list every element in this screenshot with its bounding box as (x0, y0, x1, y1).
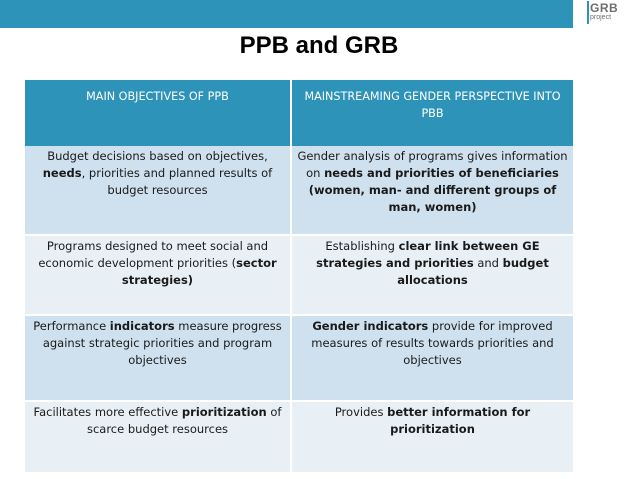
text-run: of scarce budget resources (86, 405, 282, 436)
text-run: Programs designed to meet social and eco… (38, 239, 269, 270)
table-cell: Provides better information for prioriti… (291, 401, 573, 474)
comparison-table: MAIN OBJECTIVES OF PPB MAINSTREAMING GEN… (25, 80, 573, 474)
table-row: Facilitates more effective prioritizatio… (25, 401, 573, 474)
table-cell: Performance indicators measure progress … (25, 315, 292, 402)
bold-text: prioritization (181, 405, 267, 419)
text-run: Budget decisions based on objectives, (47, 149, 268, 163)
text-run: provide for improved measures of results… (311, 319, 554, 367)
grb-project-logo: GRB project (585, 1, 625, 25)
bold-text: budget allocations (397, 256, 549, 287)
bold-text: needs (42, 166, 82, 180)
table-cell: Gender analysis of programs gives inform… (291, 146, 573, 236)
bold-text: Gender indicators (312, 319, 429, 333)
logo-subtext: project (590, 14, 612, 21)
column-header-gender: MAINSTREAMING GENDER PERSPECTIVE INTO PB… (291, 80, 573, 146)
table-cell: Budget decisions based on objectives, ne… (25, 146, 292, 236)
page-title: PPB and GRB (239, 32, 399, 59)
text-run: Provides (334, 405, 388, 419)
bold-text: better information for prioritization (387, 405, 531, 436)
table-row: Budget decisions based on objectives, ne… (25, 146, 573, 236)
bold-text: clear link between GE strategies and pri… (316, 239, 540, 270)
table-cell: Establishing clear link between GE strat… (291, 235, 573, 316)
logo-text: GRB (590, 1, 619, 15)
table-row: Performance indicators measure progress … (25, 315, 573, 402)
logo-accent-line (587, 1, 589, 24)
text-run: Establishing (325, 239, 399, 253)
text-run: Performance (33, 319, 110, 333)
table-row: Programs designed to meet social and eco… (25, 235, 573, 316)
bold-text: sector strategies) (121, 256, 277, 287)
text-run: Gender analysis of programs gives inform… (297, 149, 568, 180)
table-cell: Facilitates more effective prioritizatio… (25, 401, 292, 474)
bold-text: indicators (109, 319, 175, 333)
text-run: Facilitates more effective (33, 405, 182, 419)
text-run: and (473, 256, 503, 270)
column-header-ppb: MAIN OBJECTIVES OF PPB (25, 80, 292, 146)
top-banner (0, 0, 573, 28)
text-run: measure progress against strategic prior… (42, 319, 282, 367)
bold-text: needs and priorities of beneficiaries (w… (308, 166, 559, 214)
table-header-row: MAIN OBJECTIVES OF PPB MAINSTREAMING GEN… (25, 80, 573, 146)
table-cell: Programs designed to meet social and eco… (25, 235, 292, 316)
table-cell: Gender indicators provide for improved m… (291, 315, 573, 402)
text-run: , priorities and planned results of budg… (81, 166, 273, 197)
